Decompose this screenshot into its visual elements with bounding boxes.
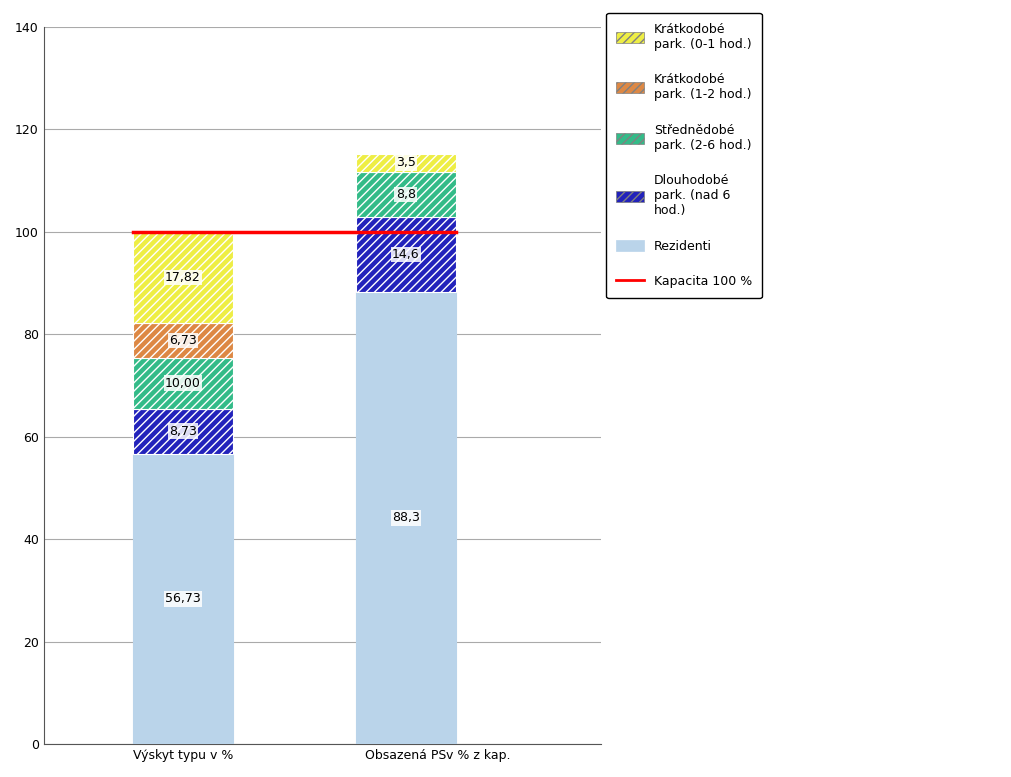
Bar [132,232,233,323]
Bar [132,454,233,744]
Bar [355,172,455,217]
Text: 56,73: 56,73 [165,592,200,605]
Bar [132,409,233,454]
Text: 3,5: 3,5 [395,156,416,169]
Text: 8,73: 8,73 [169,425,197,437]
Bar [132,357,233,409]
Text: 6,73: 6,73 [169,334,197,347]
Bar [132,323,233,357]
Text: 8,8: 8,8 [395,188,416,201]
Text: 10,00: 10,00 [165,377,201,390]
Text: 14,6: 14,6 [391,248,420,261]
Bar [355,217,455,292]
Legend: Krátkodobé
park. (0-1 hod.), Krátkodobé
park. (1-2 hod.), Střednědobé
park. (2-6: Krátkodobé park. (0-1 hod.), Krátkodobé … [606,12,761,298]
Bar [355,154,455,172]
Text: 17,82: 17,82 [165,271,200,284]
Bar [355,292,455,744]
Text: 88,3: 88,3 [391,511,420,524]
